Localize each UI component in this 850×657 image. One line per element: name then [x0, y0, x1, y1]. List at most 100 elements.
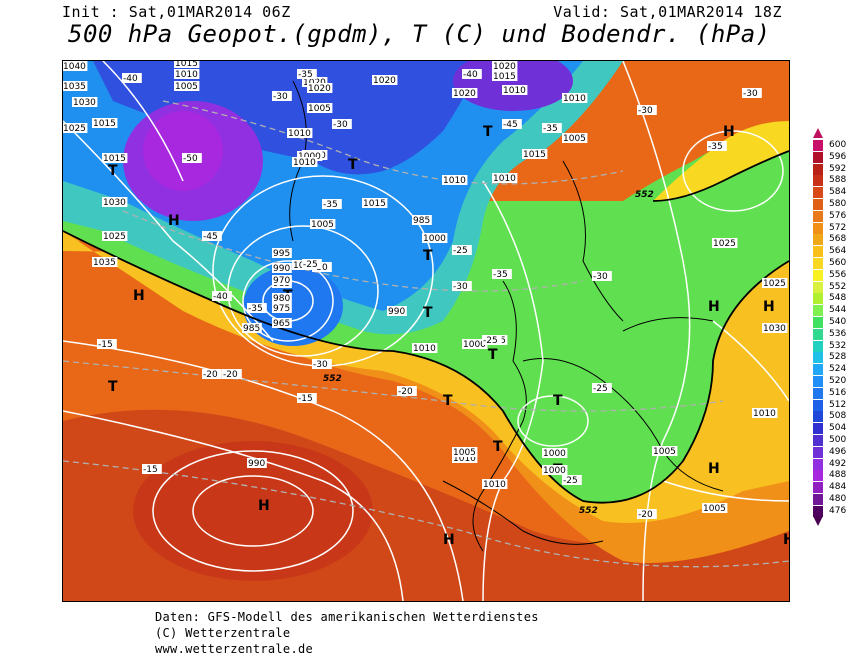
- legend-label: 580: [829, 199, 847, 209]
- weather-map-svg: HHHHHHHHH TTTTTTTTTTTT 10401015101010051…: [63, 61, 789, 601]
- geopotential-552-line-ne: [652, 150, 789, 202]
- legend-item: 480: [813, 494, 850, 505]
- isobar-label-box: [272, 248, 292, 258]
- isobar-label: 1005: [453, 448, 476, 458]
- weather-map: HHHHHHHHH TTTTTTTTTTTT 10401015101010051…: [62, 60, 790, 602]
- isobar-label: 1025: [763, 279, 786, 289]
- isotherm-label: -20: [398, 387, 413, 397]
- isotherm-label: -40: [463, 70, 478, 80]
- legend-label: 544: [829, 305, 847, 316]
- legend-item: 544: [813, 305, 850, 317]
- legend-swatch: [813, 163, 823, 175]
- isotherm-label: -25: [563, 476, 578, 486]
- isotherm-label-box: [312, 262, 332, 272]
- isobar-label-box: [702, 503, 728, 513]
- legend-label: 528: [829, 352, 847, 363]
- isotherm-label-box: [182, 153, 202, 163]
- isobar-label: 1035: [63, 82, 86, 92]
- isobar-label: 1010: [453, 454, 476, 464]
- low-pressure-marker: T: [423, 248, 433, 264]
- isobar-label-box: [272, 293, 292, 303]
- legend-item: 504: [813, 423, 850, 435]
- isobar-label-box: [297, 151, 323, 161]
- legend-item: 548: [813, 293, 850, 305]
- legend-label: 572: [829, 222, 847, 233]
- isotherm-label: -35: [543, 124, 558, 134]
- isobar-label: 1010: [563, 94, 586, 104]
- isotherm-label: -30: [453, 282, 468, 292]
- legend-cap-top: [813, 128, 823, 138]
- isobar-label-box: [102, 153, 128, 163]
- legend-item: 520: [813, 376, 850, 387]
- legend-label: 584: [829, 187, 847, 198]
- isobar-label: 1010: [753, 409, 776, 419]
- low-pressure-marker: T: [108, 379, 118, 395]
- isotherm-label-box: [452, 245, 472, 255]
- isotherm-label-box: [397, 386, 417, 396]
- legend-label: 504: [829, 423, 847, 434]
- isobar-label-box: [292, 157, 318, 167]
- isobar-label-box: [242, 323, 262, 333]
- isotherm-label: -35: [323, 200, 338, 210]
- isobar-label-box: [63, 81, 88, 91]
- legend-swatch: [813, 494, 823, 505]
- high-pressure-marker: H: [443, 532, 455, 548]
- legend-label: 484: [829, 482, 847, 493]
- isobar-label-box: [372, 75, 398, 85]
- isotherm-label: -20: [203, 370, 218, 380]
- low-pressure-marker: T: [553, 393, 563, 409]
- isobar-label: 1020: [308, 84, 331, 94]
- isobar-label-box: [307, 83, 333, 93]
- isobar-label: 1005: [703, 504, 726, 514]
- legend-swatch: [813, 305, 823, 317]
- isotherm-label: -35: [298, 70, 313, 80]
- legend-label: 492: [829, 458, 847, 469]
- color-legend: 600 596 592 588 584 580 576 572 568 564 560 556 552 5…: [813, 128, 850, 526]
- legend-swatch: [813, 281, 823, 293]
- legend-item: 592: [813, 163, 850, 175]
- legend-item: 560: [813, 258, 850, 269]
- isotherm-label-box: [212, 291, 232, 301]
- isobar-label-box: [462, 339, 488, 349]
- isobar-label-box: [652, 446, 678, 456]
- isobar-label-box: [310, 219, 336, 229]
- legend-label: 520: [829, 376, 847, 386]
- isobar-label-box: [174, 61, 200, 68]
- isobar-label: 1005: [563, 134, 586, 144]
- isobar-label-box: [174, 69, 200, 79]
- legend-item: 588: [813, 175, 850, 187]
- legend-label: 540: [829, 317, 847, 327]
- isotherm-label: -50: [183, 154, 198, 164]
- legend-swatch: [813, 151, 823, 163]
- isobar-label-box: [522, 149, 548, 159]
- legend-swatch: [813, 258, 823, 269]
- isotherm-label-box: [637, 509, 657, 519]
- isotherm-label-box: [272, 91, 292, 101]
- isobar-label-box: [762, 323, 788, 333]
- isobar-label: 980: [273, 294, 290, 304]
- isobar-label-box: [102, 197, 128, 207]
- isobar-label-box: [63, 61, 88, 71]
- isobar-label-box: [307, 103, 333, 113]
- isotherm-label: -15: [298, 394, 313, 404]
- isotherm-label-box: [707, 141, 727, 151]
- legend-label: 576: [829, 210, 847, 221]
- legend-item: 496: [813, 446, 850, 458]
- legend-item: 524: [813, 364, 850, 376]
- isotherm-label: -25: [593, 384, 608, 394]
- isobar-label-box: [452, 88, 478, 98]
- isobar-label-box: [412, 215, 432, 225]
- isotherm-label: -30: [638, 106, 653, 116]
- isotherm-label: -35: [708, 142, 723, 152]
- isobar-label-box: [272, 275, 292, 285]
- isobar-label-box: [247, 458, 267, 468]
- isotherm-labels: -40 -35 -30 -50 -45 -40 -35 -30 -35 -30 -40 -45 -35 -…: [97, 69, 762, 520]
- isotherm-label-box: [312, 359, 332, 369]
- isobar-label: 990: [248, 459, 265, 469]
- legend-swatch: [813, 199, 823, 210]
- isotherm-label: -25: [303, 260, 318, 270]
- footer-url[interactable]: www.wetterzentrale.de: [155, 642, 314, 656]
- isobar-label: 970: [273, 276, 290, 286]
- legend-label: 512: [829, 399, 847, 410]
- isobar-label-box: [387, 306, 407, 316]
